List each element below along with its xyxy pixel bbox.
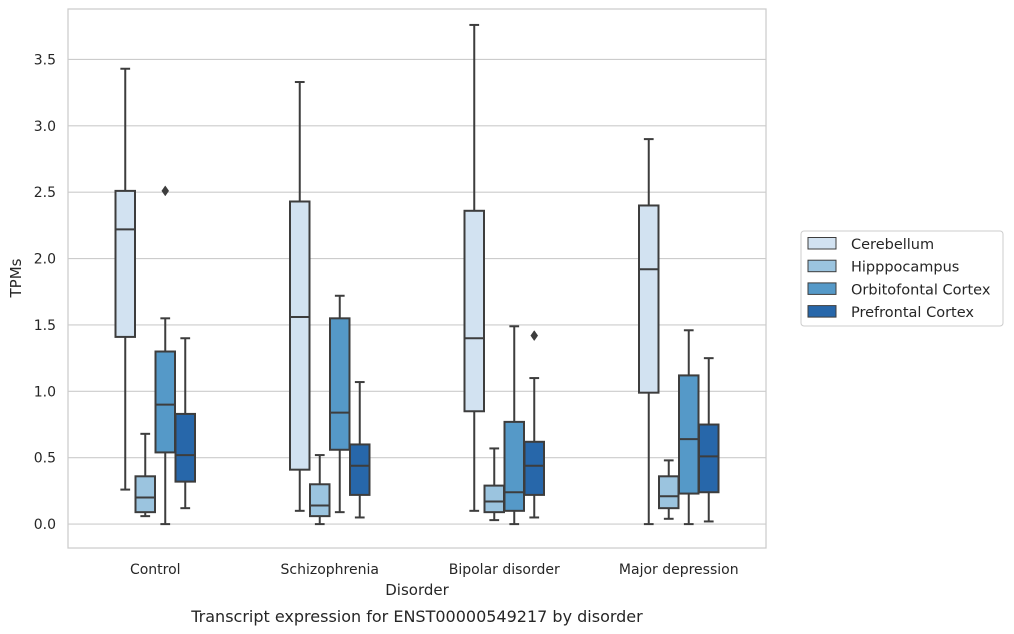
legend-frame: [800, 230, 1004, 327]
x-tick-label: Schizophrenia: [281, 562, 379, 578]
y-tick-label: 0.5: [34, 451, 56, 467]
iqr-box: [678, 374, 700, 495]
legend-swatch: [807, 282, 837, 295]
legend-label: Orbitofontal Cortex: [851, 282, 991, 298]
iqr-box: [174, 412, 196, 483]
legend-label: Hipppocampus: [851, 260, 959, 276]
x-axis-label: Disorder: [385, 581, 449, 599]
iqr-box: [349, 443, 371, 496]
legend-swatch: [807, 237, 837, 250]
plot-background: [68, 9, 766, 548]
box-cerebellum: [114, 67, 136, 491]
iqr-box: [134, 475, 156, 514]
box-prefrontal-cortex: [174, 337, 196, 510]
legend-swatch: [807, 259, 837, 273]
iqr-box: [638, 204, 660, 394]
legend: Cerebellum Hipppocampus Orbitofontal Corte…: [800, 230, 1004, 327]
y-tick-label: 2.0: [34, 252, 56, 268]
y-axis-label: TPMs: [7, 258, 25, 298]
box-hipppocampus: [134, 432, 156, 518]
box-hipppocampus: [309, 454, 331, 526]
iqr-box: [329, 317, 351, 451]
legend-label: Cerebellum: [851, 237, 934, 253]
box-prefrontal-cortex: [698, 357, 720, 523]
legend-label: Prefrontal Cortex: [851, 305, 974, 321]
iqr-box: [658, 475, 680, 510]
y-tick-label: 3.5: [34, 52, 56, 68]
box-orbitofontal-cortex: [329, 294, 351, 514]
box-prefrontal-cortex: [349, 381, 371, 519]
legend-swatch: [807, 305, 837, 318]
y-tick-label: 2.5: [34, 185, 56, 201]
iqr-box: [114, 189, 136, 338]
tick-labels: 0.0 0.5 1.0 1.5 2.0 2.5 3.0 3.5 Control Schizophr…: [34, 52, 739, 578]
iqr-box: [698, 423, 720, 494]
plot-frame: [67, 8, 767, 549]
x-tick-label: Bipolar disorder: [449, 562, 560, 578]
box-cerebellum: [638, 138, 660, 526]
iqr-box: [523, 440, 545, 496]
iqr-box: [483, 484, 505, 514]
box-orbitofontal-cortex: [154, 185, 176, 526]
outlier-marker: [161, 185, 170, 197]
iqr-box: [309, 483, 331, 518]
box-orbitofontal-cortex: [678, 329, 700, 526]
iqr-box: [289, 200, 311, 471]
iqr-box: [503, 420, 525, 512]
iqr-box: [154, 350, 176, 454]
y-tick-label: 1.5: [34, 318, 56, 334]
box-cerebellum: [463, 23, 485, 512]
box-cerebellum: [289, 81, 311, 512]
outlier-marker: [530, 330, 539, 342]
x-tick-label: Major depression: [619, 562, 739, 578]
box-prefrontal-cortex: [523, 330, 545, 519]
chart-caption: Transcript expression for ENST0000054921…: [190, 607, 643, 626]
y-tick-label: 3.0: [34, 119, 56, 135]
y-tick-label: 0.0: [34, 517, 56, 533]
boxes: [114, 23, 720, 526]
box-hipppocampus: [658, 459, 680, 520]
x-tick-label: Control: [130, 562, 181, 578]
iqr-box: [463, 209, 485, 413]
y-tick-label: 1.0: [34, 384, 56, 400]
